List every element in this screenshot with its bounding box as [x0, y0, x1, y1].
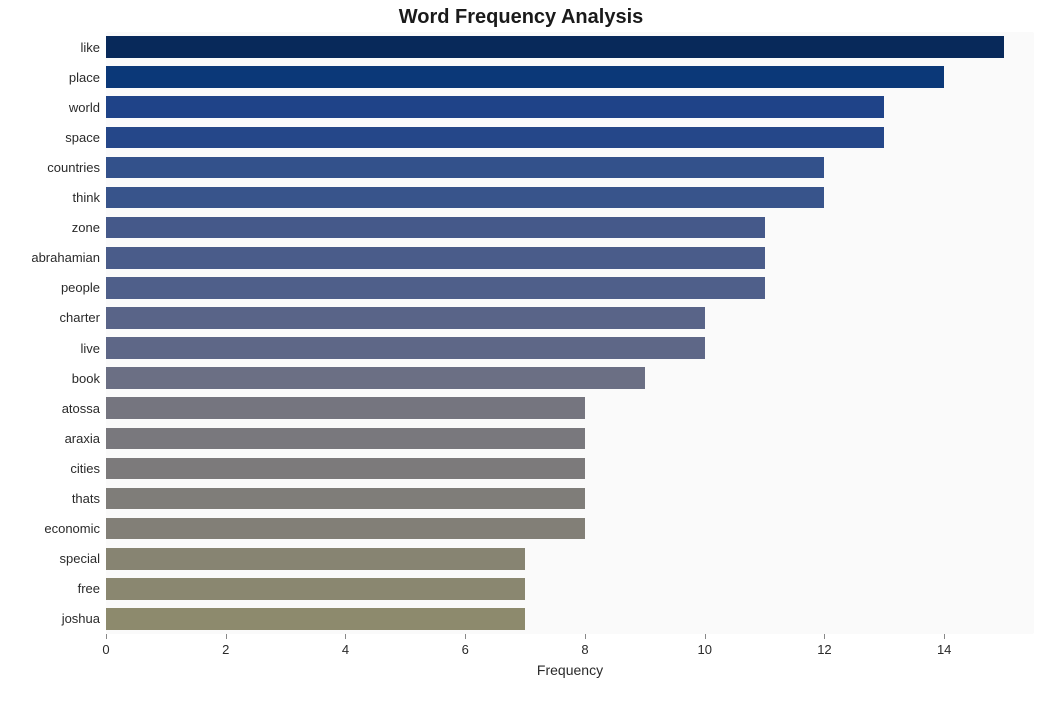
x-tick-label: 2: [222, 642, 229, 657]
y-tick-label: think: [73, 190, 100, 205]
x-tick-label: 14: [937, 642, 951, 657]
y-tick-label: joshua: [62, 611, 100, 626]
x-tick-mark: [106, 634, 107, 639]
y-tick-label: world: [69, 100, 100, 115]
y-tick-label: araxia: [65, 431, 100, 446]
bar: [106, 337, 705, 359]
plot-area: [106, 32, 1034, 634]
y-tick-label: charter: [60, 310, 100, 325]
x-tick-mark: [345, 634, 346, 639]
bar: [106, 217, 765, 239]
word-frequency-chart: Word Frequency Analysis Frequency like pl…: [0, 0, 1042, 701]
bar: [106, 127, 884, 149]
bar: [106, 548, 525, 570]
bar: [106, 367, 645, 389]
x-axis-label: Frequency: [537, 662, 603, 678]
bar: [106, 578, 525, 600]
y-tick-label: space: [65, 130, 100, 145]
bar: [106, 96, 884, 118]
bar: [106, 247, 765, 269]
bar: [106, 66, 944, 88]
y-tick-label: atossa: [62, 401, 100, 416]
bar: [106, 518, 585, 540]
y-tick-label: zone: [72, 220, 100, 235]
bar: [106, 307, 705, 329]
x-tick-label: 12: [817, 642, 831, 657]
chart-title: Word Frequency Analysis: [0, 6, 1042, 29]
y-tick-label: like: [80, 40, 100, 55]
x-tick-label: 8: [581, 642, 588, 657]
bar: [106, 157, 824, 179]
y-tick-label: people: [61, 280, 100, 295]
x-tick-mark: [585, 634, 586, 639]
bar: [106, 397, 585, 419]
bar: [106, 488, 585, 510]
bar: [106, 608, 525, 630]
y-tick-label: live: [80, 341, 100, 356]
bar: [106, 36, 1004, 58]
y-tick-label: economic: [44, 521, 100, 536]
y-tick-label: countries: [47, 160, 100, 175]
x-tick-mark: [824, 634, 825, 639]
x-tick-mark: [465, 634, 466, 639]
x-tick-mark: [944, 634, 945, 639]
bar: [106, 428, 585, 450]
y-tick-label: abrahamian: [31, 250, 100, 265]
x-tick-label: 4: [342, 642, 349, 657]
y-tick-label: thats: [72, 491, 100, 506]
x-tick-label: 10: [697, 642, 711, 657]
bar: [106, 187, 824, 209]
x-tick-mark: [226, 634, 227, 639]
x-tick-label: 0: [102, 642, 109, 657]
y-tick-label: place: [69, 70, 100, 85]
bar: [106, 458, 585, 480]
x-tick-mark: [705, 634, 706, 639]
y-tick-label: book: [72, 371, 100, 386]
bar: [106, 277, 765, 299]
y-tick-label: cities: [70, 461, 100, 476]
x-tick-label: 6: [462, 642, 469, 657]
y-tick-label: special: [60, 551, 100, 566]
y-tick-label: free: [78, 581, 100, 596]
